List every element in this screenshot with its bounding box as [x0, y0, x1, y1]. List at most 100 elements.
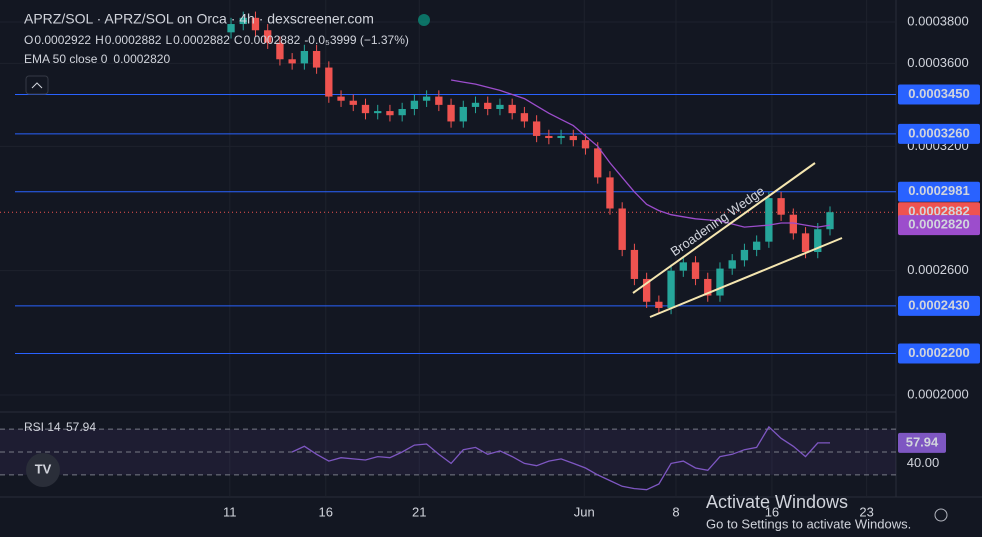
candle-body	[532, 121, 541, 136]
candle-body	[471, 102, 480, 107]
rsi-legend-value: 57.94	[66, 420, 96, 434]
ohlc-value: 0.0002882	[173, 33, 230, 47]
y-tick-label: 0.0002600	[907, 262, 968, 277]
wedge-lower-line	[649, 237, 843, 318]
header: APRZ/SOL · APRZ/SOL on Orca · 4h · dexsc…	[24, 11, 948, 531]
level-label: 0.0003450	[908, 86, 969, 101]
candle-body	[667, 270, 675, 308]
y-tick-label: 0.0003800	[907, 13, 968, 28]
candle-body	[557, 135, 565, 139]
status-dot	[418, 14, 430, 26]
level-label: 0.0003260	[908, 125, 969, 140]
candle-body	[765, 198, 773, 242]
candle-body	[679, 262, 687, 271]
x-tick-label: 16	[765, 504, 779, 519]
candle-body	[447, 104, 455, 122]
candle-body	[361, 104, 370, 114]
ohlc-value: 0.0002882	[244, 33, 301, 47]
level-label: 0.0002430	[908, 297, 969, 312]
candle-body	[337, 96, 345, 101]
candle-body	[801, 233, 810, 253]
candle-body	[276, 42, 284, 60]
candle-body	[740, 249, 749, 261]
ohlc-key: H	[95, 33, 104, 47]
rsi-line	[291, 425, 830, 491]
ohlc-value: 0.0002922	[34, 33, 91, 47]
y-tick-label: 0.0003600	[907, 55, 968, 70]
candle-body	[398, 109, 406, 116]
ema-legend: EMA 50 close 0	[24, 52, 108, 66]
candle-body	[227, 24, 235, 33]
candle-body	[410, 100, 419, 110]
collapse-button[interactable]	[25, 75, 49, 95]
x-tick-label: 16	[319, 504, 333, 519]
rsi-tick-label: 40.00	[907, 455, 940, 470]
rsi-tag-label: 57.94	[906, 434, 939, 449]
ema-tag	[898, 215, 980, 236]
level-label: 0.0002981	[908, 183, 969, 198]
axis: 0.00038000.00036000.00032000.00026000.00…	[223, 13, 980, 519]
rsi-band-fill	[0, 429, 896, 475]
candle-body	[716, 268, 724, 296]
candle-body	[728, 260, 736, 269]
candle-body	[459, 106, 467, 122]
ohlc-value: 0.0002882	[105, 33, 162, 47]
settings-icon[interactable]	[934, 508, 948, 522]
ema-legend-value: 0.0002820	[113, 52, 170, 66]
tv-logo-mark: TV	[35, 461, 52, 476]
candle-body	[264, 30, 272, 43]
x-tick-label: Jun	[574, 504, 595, 519]
ema-line	[450, 79, 831, 228]
candle-body	[655, 301, 663, 308]
candle-body	[752, 241, 761, 250]
candle-body	[435, 96, 443, 105]
x-tick-label: 23	[859, 504, 873, 519]
rsi-legend: RSI 14	[24, 420, 61, 434]
level-tag	[898, 84, 980, 105]
candle-body	[630, 249, 639, 279]
x-tick-label: 8	[672, 504, 679, 519]
candle-body	[569, 135, 577, 141]
candle-body	[508, 104, 516, 114]
candle-body	[691, 262, 700, 279]
candle-body	[312, 50, 321, 68]
tv-logo[interactable]	[26, 453, 60, 487]
candle-body	[374, 111, 382, 114]
ohlc-key: O	[24, 33, 33, 47]
x-tick-label: 11	[223, 504, 237, 519]
rsi-tag	[898, 432, 946, 453]
candle-body	[826, 212, 834, 230]
watermark-title: Activate Windows	[706, 492, 848, 512]
candle-body	[618, 208, 626, 250]
candle-body	[288, 59, 296, 64]
candle-body	[386, 111, 394, 116]
candle-body	[545, 135, 553, 139]
candle-body	[325, 67, 333, 97]
x-tick-label: 21	[412, 504, 426, 519]
ohlc-change: -0.0₅3999 (−1.37%)	[304, 33, 409, 47]
candle-body	[642, 278, 651, 302]
candle-body	[777, 198, 785, 215]
last-price-label: 0.0002882	[908, 204, 969, 219]
ohlc-key: C	[234, 33, 243, 47]
candle-body	[520, 113, 529, 122]
candle-body	[484, 102, 492, 110]
level-tag	[898, 343, 980, 364]
wedge-upper-line	[632, 162, 816, 294]
ohlc-legend: O 0.0002922 H 0.0002882 L 0.0002882 C 0.0002882…	[24, 33, 409, 47]
grid	[0, 0, 896, 497]
candle-body	[789, 214, 797, 234]
ohlc-key: L	[165, 33, 172, 47]
level-tag	[898, 123, 980, 144]
candle-body	[251, 17, 260, 31]
level-label: 0.0002200	[908, 345, 969, 360]
watermark-sub: Go to Settings to activate Windows.	[706, 516, 911, 531]
candle-body	[606, 177, 614, 209]
candle-body	[239, 17, 247, 25]
candle-body	[594, 148, 602, 178]
level-tag	[898, 295, 980, 316]
y-tick-label: 0.0002000	[907, 386, 968, 401]
symbol-title: APRZ/SOL · APRZ/SOL on Orca · 4h · dexsc…	[24, 11, 374, 27]
